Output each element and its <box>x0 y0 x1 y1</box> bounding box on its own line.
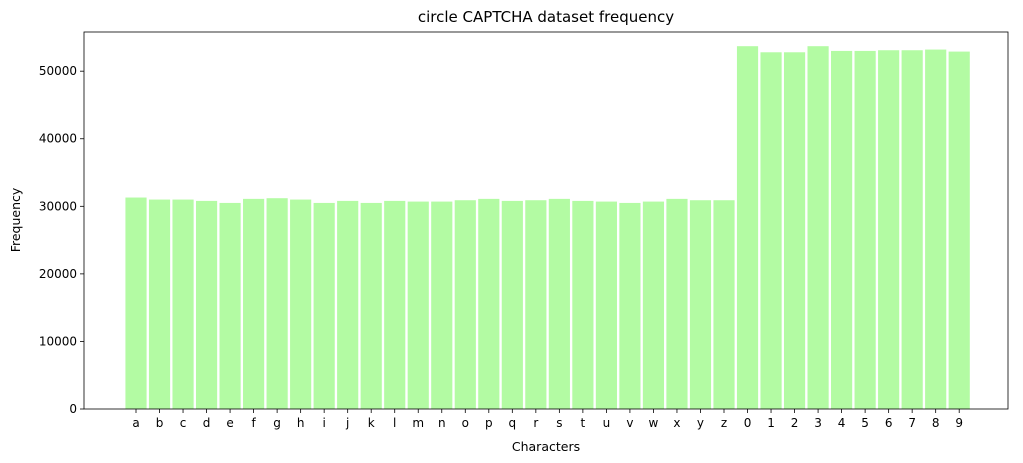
bar-7 <box>901 50 923 410</box>
x-tick-label-y: y <box>697 416 704 430</box>
bar-2 <box>783 52 806 410</box>
x-tick-label-x: x <box>673 416 680 430</box>
x-tick-label-p: p <box>485 416 493 430</box>
bar-0 <box>736 46 759 409</box>
bar-f <box>243 198 265 409</box>
x-tick-label-r: r <box>533 416 538 430</box>
chart-title: circle CAPTCHA dataset frequency <box>418 8 674 26</box>
x-tick-label-f: f <box>251 416 256 430</box>
bar-u <box>595 201 617 409</box>
bar-x <box>666 198 688 409</box>
x-tick-label-k: k <box>368 416 375 430</box>
bar-c <box>172 199 194 409</box>
y-axis-label: Frequency <box>8 187 23 252</box>
x-tick-label-o: o <box>462 416 469 430</box>
x-tick-label-6: 6 <box>885 416 893 430</box>
bar-9 <box>948 51 970 410</box>
x-tick-label-n: n <box>438 416 446 430</box>
bar-1 <box>760 52 782 410</box>
x-tick-label-a: a <box>132 416 139 430</box>
x-tick-label-z: z <box>721 416 727 430</box>
bar-r <box>525 200 547 409</box>
x-tick-label-8: 8 <box>932 416 940 430</box>
bar-3 <box>807 46 829 409</box>
bar-4 <box>831 50 853 410</box>
bar-q <box>501 200 523 409</box>
y-tick-label-0: 0 <box>69 402 77 416</box>
bar-z <box>713 200 735 409</box>
x-tick-label-7: 7 <box>908 416 916 430</box>
x-tick-label-l: l <box>393 416 396 430</box>
plot-frame <box>83 31 1009 410</box>
bar-m <box>407 201 429 409</box>
bar-i <box>313 202 335 409</box>
x-tick-label-w: w <box>649 416 659 430</box>
x-tick-label-s: s <box>556 416 562 430</box>
x-tick-label-u: u <box>603 416 611 430</box>
bar-n <box>431 201 453 409</box>
bar-d <box>195 200 218 409</box>
bar-j <box>337 200 359 409</box>
x-tick-label-d: d <box>203 416 211 430</box>
bar-5 <box>854 50 876 410</box>
x-tick-label-0: 0 <box>744 416 752 430</box>
x-tick-label-t: t <box>581 416 586 430</box>
y-tick-label-10000: 10000 <box>39 334 77 348</box>
y-tick-label-50000: 50000 <box>39 64 77 78</box>
x-tick-label-v: v <box>626 416 633 430</box>
bar-g <box>266 198 288 409</box>
y-tick-label-20000: 20000 <box>39 267 77 281</box>
x-tick-label-i: i <box>322 416 325 430</box>
x-tick-label-5: 5 <box>861 416 869 430</box>
bar-6 <box>878 50 900 410</box>
x-tick-label-3: 3 <box>814 416 822 430</box>
bar-o <box>454 200 476 409</box>
y-tick-label-30000: 30000 <box>39 199 77 213</box>
bar-l <box>384 200 406 409</box>
x-tick-label-c: c <box>180 416 187 430</box>
bar-k <box>360 202 382 409</box>
x-tick-label-1: 1 <box>767 416 775 430</box>
x-tick-label-h: h <box>297 416 305 430</box>
x-tick-label-e: e <box>226 416 233 430</box>
x-tick-label-4: 4 <box>838 416 846 430</box>
x-tick-label-b: b <box>156 416 164 430</box>
bar-8 <box>925 49 947 409</box>
bar-s <box>548 198 570 409</box>
bar-w <box>642 201 665 409</box>
bar-e <box>219 202 241 409</box>
bar-t <box>572 200 594 409</box>
x-tick-label-2: 2 <box>791 416 799 430</box>
x-axis-label: Characters <box>512 439 580 454</box>
bar-a <box>125 197 147 409</box>
x-tick-label-q: q <box>509 416 517 430</box>
bar-p <box>478 198 500 409</box>
bar-v <box>619 202 641 409</box>
x-tick-label-m: m <box>412 416 424 430</box>
bars-group <box>125 46 970 410</box>
bar-b <box>148 199 171 409</box>
y-axis: 0 10000 20000 30000 40000 50000 <box>39 64 84 416</box>
bar-h <box>290 199 312 409</box>
x-tick-label-9: 9 <box>955 416 963 430</box>
y-tick-label-40000: 40000 <box>39 132 77 146</box>
x-tick-label-g: g <box>273 416 281 430</box>
bar-y <box>689 200 712 409</box>
x-tick-label-j: j <box>345 416 349 430</box>
